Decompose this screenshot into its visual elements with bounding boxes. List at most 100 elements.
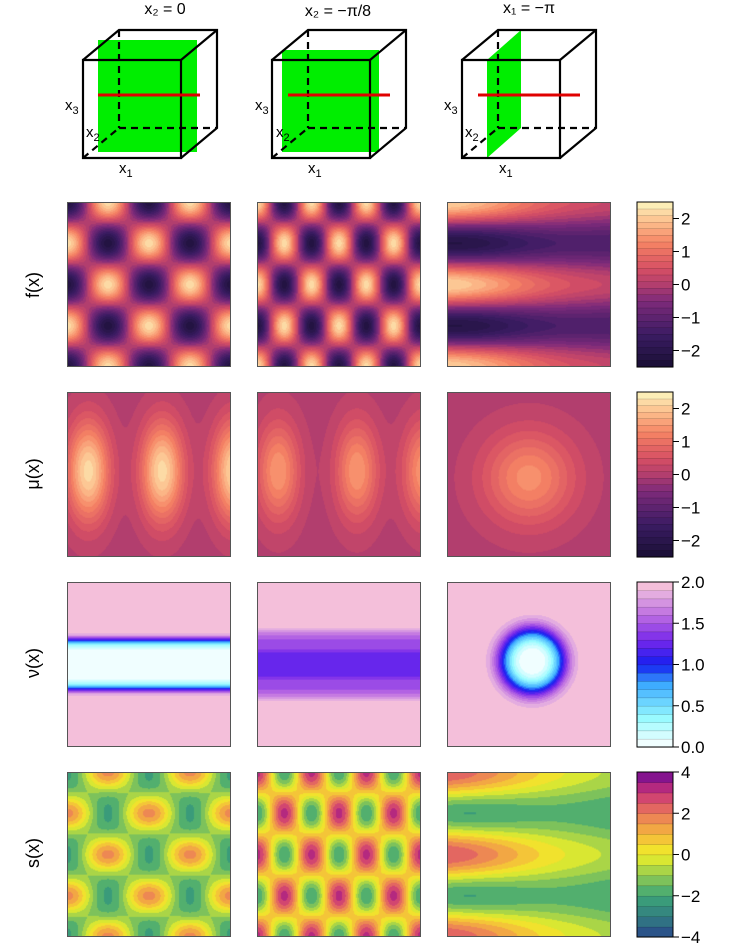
heatmap-nu-col1	[67, 582, 231, 747]
colorbar-f-band	[636, 347, 674, 355]
colorbar-f-band	[636, 221, 674, 230]
colorbar-f-tick-label: 1	[681, 243, 690, 262]
colorbar-mu-band	[636, 457, 674, 466]
colorbar-mu-band	[636, 444, 674, 452]
colorbar-f-tick-label: 0	[681, 276, 690, 295]
colorbar-f-band	[636, 201, 674, 210]
colorbar-f-band	[636, 214, 674, 223]
panel-border-nu-col2	[257, 582, 421, 747]
colorbar-f-band	[636, 333, 674, 342]
colorbar-mu-band	[636, 510, 674, 518]
colorbar-s-band	[636, 782, 674, 794]
colorbar-nu-band	[636, 647, 674, 657]
colorbar-f-band	[636, 261, 674, 269]
colorbar-mu-band	[636, 517, 674, 525]
axis-label-x3-2: x3	[255, 97, 269, 117]
axis-label-x2-1: x2	[86, 124, 100, 144]
colorbar-s-band	[636, 916, 674, 928]
colorbar-mu-band	[636, 471, 674, 479]
colorbar-f-band	[636, 314, 674, 322]
colorbar-s-band	[636, 854, 674, 866]
colorbar-f-band	[636, 340, 674, 348]
colorbar-nu-band	[636, 598, 674, 608]
colorbar-mu-band	[636, 424, 674, 433]
colorbar-nu-band	[636, 672, 674, 682]
colorbar-f-band	[636, 281, 674, 289]
colorbar-s-tick-label: −4	[681, 928, 700, 947]
colorbar-f-tick-label: 2	[681, 210, 690, 229]
colorbar-s-band	[636, 843, 674, 856]
colorbar-nu-tick-label: 0.0	[681, 738, 705, 757]
colorbar-mu-tick-label: 1	[681, 433, 690, 452]
colorbar-s-band	[636, 885, 674, 897]
colorbar-f-band	[636, 307, 674, 315]
colorbar-f-band	[636, 294, 674, 302]
colorbar-nu: 2.0 1.5 1.0 0.5 0.0	[636, 573, 705, 757]
colorbar-f-band	[636, 247, 674, 256]
colorbar-f-band	[636, 327, 674, 335]
colorbar-nu-band	[636, 664, 674, 674]
colorbar-s-tick-label: −2	[681, 887, 700, 906]
cube-diagram-3: x₁ = −π x3 x2 x1	[444, 0, 598, 180]
colorbar-mu-band	[636, 550, 674, 558]
colorbar-s-band	[636, 833, 674, 845]
panel-border-s-col1	[67, 772, 231, 937]
colorbar-nu-band	[636, 606, 674, 616]
axis-label-x3-3: x3	[444, 97, 458, 117]
colorbar-nu-band	[636, 738, 674, 748]
colorbar-mu-band	[636, 431, 674, 439]
colorbar-s-tick-label: 4	[681, 763, 690, 782]
colorbar-nu-band	[636, 656, 674, 666]
colorbar-nu-band	[636, 713, 674, 723]
colorbar-nu-band	[636, 730, 674, 740]
colorbar-nu-tick-label: 1.0	[681, 656, 705, 675]
row-label-mu: μ(x)	[23, 458, 43, 489]
row-label-s: s(x)	[23, 838, 43, 868]
panel-border-f-col2	[257, 202, 421, 367]
colorbar-f-band	[636, 208, 674, 216]
colorbar-nu-tick-label: 1.5	[681, 614, 705, 633]
colorbar-mu-band	[636, 405, 674, 413]
colorbar-mu: 2 1 0 −1 −2	[636, 391, 700, 558]
colorbar-f-band	[636, 228, 674, 236]
colorbars: 2 1 0 −1 −2 2 1 0 −1 −2 2.0 1.5 1.0 0.5 0.0 4 2 0 −2 −4	[636, 201, 705, 947]
colorbar-mu-band	[636, 418, 674, 426]
colorbar-f-band	[636, 320, 674, 328]
colorbar-nu-band	[636, 623, 674, 633]
colorbar-s-band	[636, 874, 674, 887]
axis-label-x1-2: x1	[308, 160, 322, 180]
colorbar-f-band	[636, 254, 674, 263]
colorbar-f-band	[636, 353, 674, 361]
colorbar-mu-band	[636, 530, 674, 538]
colorbar-mu-band	[636, 523, 674, 532]
panel-border-mu-col3	[447, 392, 611, 557]
colorbar-mu-band	[636, 391, 674, 400]
colorbar-nu-band	[636, 722, 674, 732]
panel-border-s-col2	[257, 772, 421, 937]
colorbar-mu-tick-label: −2	[681, 532, 700, 551]
colorbar-nu-band	[636, 639, 674, 649]
colorbar-s-tick-label: 2	[681, 804, 690, 823]
colorbar-s-band	[636, 864, 674, 876]
colorbar-nu-band	[636, 697, 674, 707]
heatmap-f-col1	[67, 202, 231, 367]
colorbar-s: 4 2 0 −2 −4	[636, 763, 700, 947]
colorbar-f-band	[636, 274, 674, 282]
column-title-1: x₂ = 0	[144, 1, 185, 18]
axis-label-x1-1: x1	[119, 160, 133, 180]
colorbar-nu-band	[636, 581, 674, 591]
colorbar-mu-band	[636, 451, 674, 459]
colorbar-mu-tick-label: −1	[681, 499, 700, 518]
colorbar-s-band	[636, 895, 674, 907]
colorbar-f-tick-label: −1	[681, 309, 700, 328]
colorbar-nu-tick-label: 2.0	[681, 573, 705, 592]
heatmap-nu-col3	[447, 582, 611, 747]
colorbar-s-band	[636, 802, 674, 814]
colorbar-mu-band	[636, 484, 674, 492]
heatmap-mu-col1	[67, 392, 231, 557]
heatmap-nu-col2	[257, 582, 421, 747]
heatmap-panels	[67, 202, 611, 937]
colorbar-mu-band	[636, 497, 674, 505]
axis-label-x2-3: x2	[465, 124, 479, 144]
